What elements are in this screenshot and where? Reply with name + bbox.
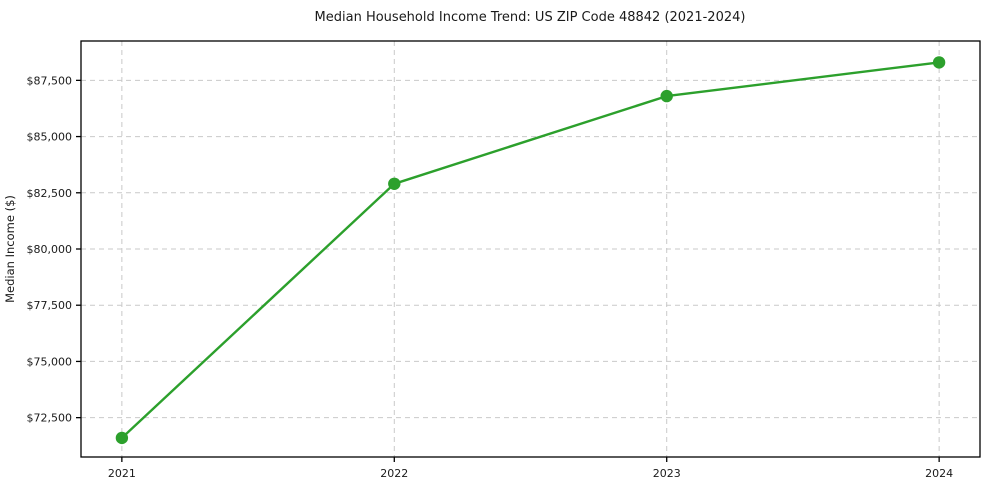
x-tick-label: 2024 [925, 467, 953, 480]
y-tick-label: $77,500 [27, 299, 73, 312]
data-point-marker [660, 89, 673, 103]
x-tick-label: 2023 [653, 467, 681, 480]
chart-title: Median Household Income Trend: US ZIP Co… [315, 10, 746, 25]
income-trend-line [120, 61, 941, 440]
plot-frame [80, 40, 981, 458]
y-tick-label: $82,500 [27, 187, 73, 200]
x-tick-label: 2021 [108, 467, 136, 480]
y-tick-label: $75,000 [27, 355, 73, 368]
tick-layer: $72,500 $75,000 $77,500 $80,000 $82,500 $85,0… [27, 74, 954, 480]
y-tick-label: $80,000 [27, 243, 73, 256]
series-layer [115, 56, 946, 445]
y-axis-label: Median Income ($) [3, 195, 17, 303]
grid-layer [81, 41, 980, 457]
y-tick-label: $87,500 [27, 74, 73, 87]
y-tick-label: $72,500 [27, 412, 73, 425]
x-tick-label: 2022 [380, 467, 408, 480]
data-point-marker [115, 431, 129, 445]
data-point-marker [932, 56, 946, 69]
y-tick-label: $85,000 [27, 131, 73, 144]
data-point-marker [388, 177, 401, 190]
